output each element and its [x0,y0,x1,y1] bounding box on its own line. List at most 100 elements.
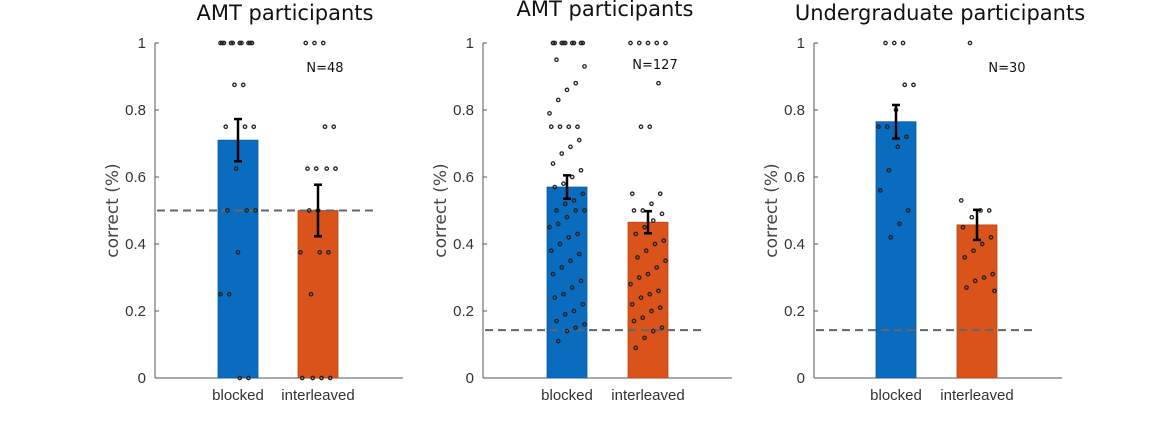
participant-dot [554,57,559,63]
participant-dot [642,335,647,341]
participant-dot [631,208,637,213]
y-tick-label: 0.2 [453,303,474,320]
participant-dot [992,288,997,294]
participant-dot [640,315,646,321]
participant-dot [580,301,586,307]
participant-dot [628,281,633,287]
participant-dot [979,241,985,247]
participant-dot [324,166,330,171]
x-category-label: blocked [212,387,264,404]
participant-dot [313,166,319,171]
participant-dot [911,82,916,88]
participant-dot [555,97,561,103]
participant-dot [557,241,563,247]
participant-dot [550,161,556,166]
participant-dot [312,40,317,46]
participant-dot [561,181,566,187]
participant-dot [654,265,660,270]
participant-dot [904,134,909,140]
y-tick-label: 0.2 [784,303,805,320]
participant-dot [253,208,258,213]
participant-dot [988,234,994,240]
participant-dot [298,250,303,255]
y-axis-label: correct (%) [103,163,123,257]
participant-dot [322,124,328,130]
participant-dot [564,87,570,93]
y-tick-label: 0.8 [453,102,474,119]
participant-dot [228,40,234,46]
participant-dot [902,82,908,88]
participant-dot [661,238,667,243]
participant-dot [960,224,966,230]
participant-dot [331,124,337,130]
participant-dot [877,188,883,193]
participant-dot [555,338,561,344]
participant-dot [640,208,646,213]
participant-dot [650,328,656,334]
participant-dot [631,318,637,324]
participant-dot [659,211,665,217]
x-category-label: blocked [541,387,593,404]
participant-dot [559,151,565,156]
y-tick-label: 0.4 [125,236,146,253]
bar-interleaved [627,221,669,379]
participant-dot [326,250,331,255]
panel-3: Undergraduate participants correct (%) 0 0.… [762,1,1085,404]
participant-dot [971,248,976,254]
participant-dot [576,137,582,143]
participant-dot [659,325,665,331]
panel-title: AMT participants [517,0,694,21]
participant-dot [900,40,906,46]
participant-dot [656,80,661,86]
participant-dot [986,208,992,213]
participant-dot [573,325,579,331]
participant-dot [573,80,579,86]
participant-dot [647,291,653,297]
participant-dot [237,40,243,46]
participant-dot [964,285,969,290]
participant-dot [233,166,239,171]
participant-dot [895,144,901,150]
participant-dot [310,375,316,381]
y-tick-label: 1 [797,35,805,52]
sample-size-annotation: N=30 [988,61,1025,76]
participant-dot [235,250,241,255]
participant-dot [306,208,312,213]
participant-dot [249,40,255,46]
participant-dot [575,124,580,130]
participant-dot [305,166,310,171]
participant-dot [981,275,987,280]
participant-dot [657,191,663,197]
participant-dot [237,375,243,381]
participant-dot [232,82,237,88]
y-tick-label: 0.8 [125,102,146,119]
participant-dot [967,40,973,46]
participant-dot [550,271,556,277]
participant-dot [638,295,644,300]
participant-dot [643,248,649,254]
participant-dot [580,191,586,197]
participant-dot [562,40,568,46]
participant-dot [555,221,561,227]
participant-dot [886,167,892,173]
y-tick-label: 1 [138,35,146,52]
y-tick-label: 0.6 [125,169,146,186]
participant-dot [972,278,978,284]
participant-dot [573,208,579,213]
participant-dot [221,40,227,46]
participant-dot [564,328,570,334]
participant-dot [883,40,888,46]
participant-dot [652,241,658,247]
participant-dot [582,208,587,213]
bar-interleaved [956,224,998,379]
participant-dot [578,278,584,284]
participant-dot [240,82,246,88]
participant-dot [554,318,559,324]
participant-dot [635,255,640,260]
y-tick-label: 0.6 [453,169,474,186]
y-tick-label: 0.4 [784,236,805,253]
participant-dot [568,258,573,264]
x-category-label: interleaved [281,387,354,404]
participant-dot [638,124,644,130]
